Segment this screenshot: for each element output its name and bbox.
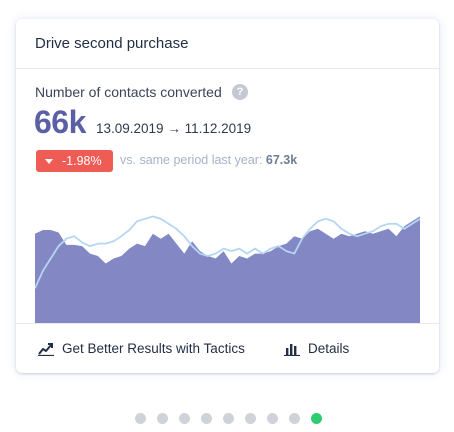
area-series <box>35 216 420 323</box>
change-badge: -1.98% <box>36 150 113 172</box>
trend-line-icon <box>38 343 54 356</box>
conversion-area-chart <box>35 215 420 323</box>
pager-dot[interactable] <box>157 413 168 424</box>
metric-value: 66k <box>34 104 86 140</box>
comparison-line-series <box>35 215 420 289</box>
date-range: 13.09.2019 → 11.12.2019 <box>96 121 252 136</box>
change-value: -1.98% <box>62 154 102 168</box>
pager-dot[interactable] <box>289 413 300 424</box>
pager-dot[interactable] <box>179 413 190 424</box>
metric-label: Number of contacts converted <box>35 84 222 100</box>
pager-dot[interactable] <box>201 413 212 424</box>
caret-down-icon <box>45 159 53 164</box>
bar-chart-icon <box>284 344 300 356</box>
pager-dot[interactable] <box>267 413 278 424</box>
pager-dot[interactable] <box>135 413 146 424</box>
details-link[interactable]: Details <box>284 341 364 359</box>
drive-second-purchase-card: Drive second purchase Number of contacts… <box>16 19 439 373</box>
card-header: Drive second purchase <box>16 19 439 69</box>
tactics-link[interactable]: Get Better Results with Tactics <box>38 341 258 359</box>
comparison-text: vs. same period last year: 67.3k <box>120 153 297 167</box>
comparison-label: vs. same period last year: <box>120 153 263 167</box>
card-footer: Get Better Results with Tactics Details <box>16 323 439 373</box>
details-label: Details <box>308 341 350 356</box>
pager-dot[interactable] <box>223 413 234 424</box>
tactics-label: Get Better Results with Tactics <box>62 341 245 356</box>
comparison-value: 67.3k <box>265 153 298 167</box>
help-icon[interactable]: ? <box>232 84 248 100</box>
card-title: Drive second purchase <box>35 35 189 52</box>
pager-dot[interactable] <box>245 413 256 424</box>
pager-dot[interactable] <box>311 413 322 424</box>
